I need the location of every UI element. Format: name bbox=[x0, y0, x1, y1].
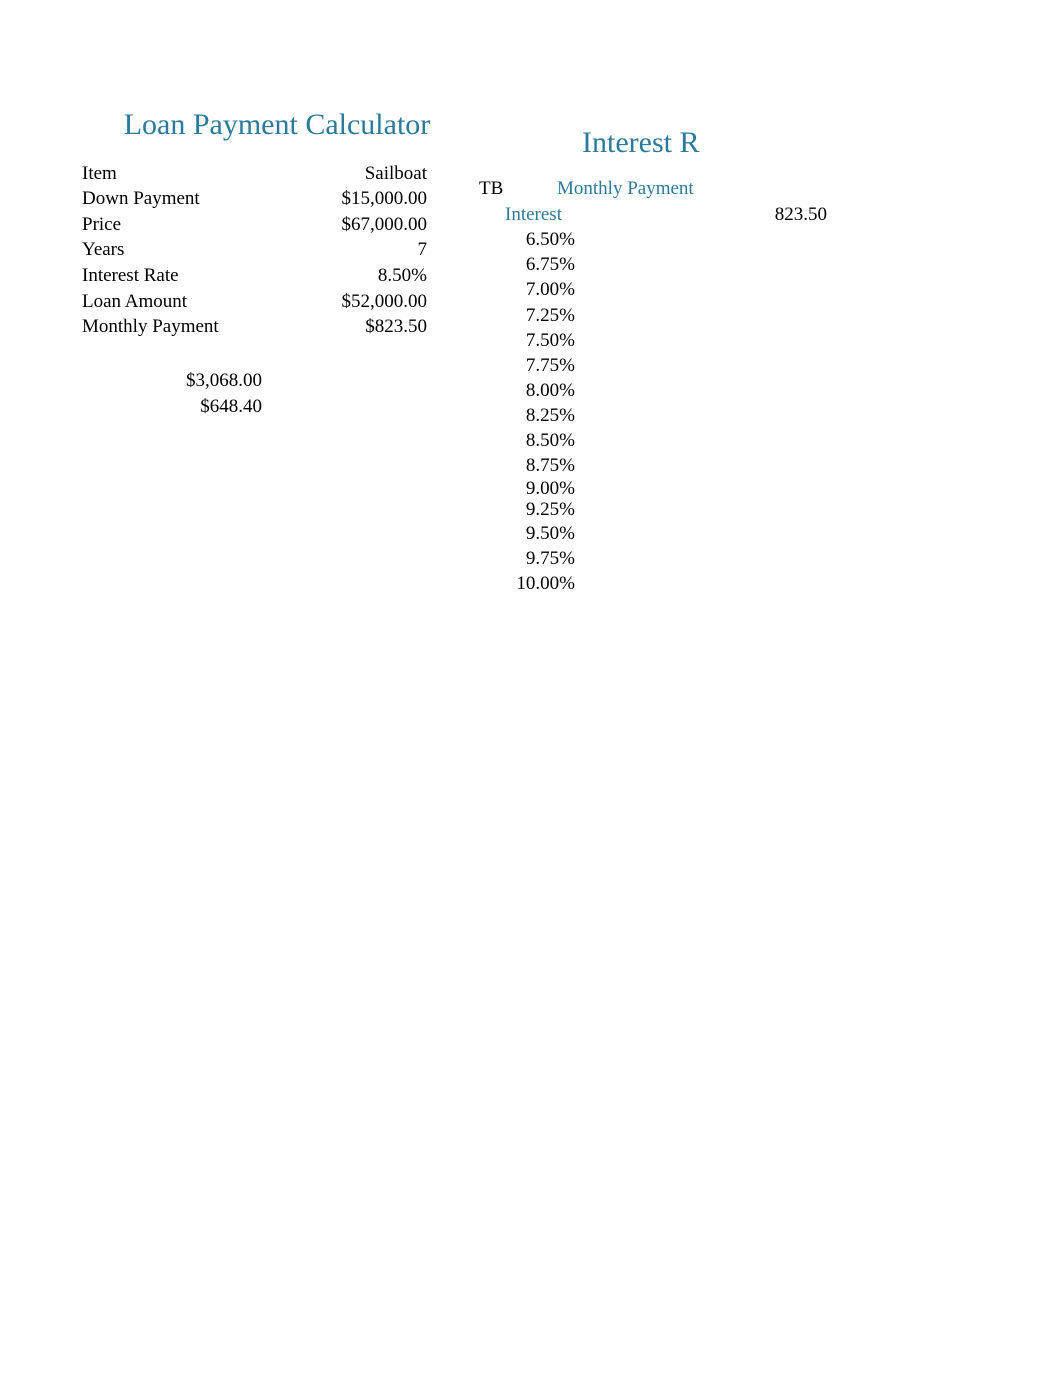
loan-calculator-section: Loan Payment Calculator Item Sailboat Do… bbox=[82, 108, 477, 419]
rate-item: 6.75% bbox=[477, 252, 617, 277]
loan-amount-label: Loan Amount bbox=[82, 289, 317, 315]
price-label: Price bbox=[82, 212, 317, 238]
rate-item: 7.25% bbox=[477, 303, 617, 328]
years-label: Years bbox=[82, 237, 317, 263]
interest-rate-title: Interest R bbox=[582, 126, 827, 160]
title-line1: Loan Payment Calculator bbox=[124, 108, 431, 141]
rate-item: 10.00% bbox=[477, 571, 617, 596]
table-row: Item Sailboat bbox=[82, 161, 477, 187]
interest-rate-section: Interest R TB Monthly Payment Interest 8… bbox=[477, 108, 827, 596]
item-label: Item bbox=[82, 161, 317, 187]
extra-values: $3,068.00 $648.40 bbox=[82, 368, 477, 419]
price-value: $67,000.00 bbox=[317, 212, 427, 238]
rate-item: 7.50% bbox=[477, 328, 617, 353]
interest-rate-label: Interest Rate bbox=[82, 263, 317, 289]
page-container: Loan Payment Calculator Item Sailboat Do… bbox=[0, 0, 1062, 596]
subheader-row: Interest 823.50 bbox=[477, 202, 827, 228]
rate-item: 9.00% bbox=[477, 478, 617, 499]
item-value: Sailboat bbox=[317, 161, 427, 187]
extra-value-1: $3,068.00 bbox=[82, 368, 262, 394]
loan-data-table: Item Sailboat Down Payment $15,000.00 Pr… bbox=[82, 161, 477, 340]
table-row: Interest Rate 8.50% bbox=[82, 263, 477, 289]
loan-amount-value: $52,000.00 bbox=[317, 289, 427, 315]
interest-rate-table: TB Monthly Payment Interest 823.50 6.50%… bbox=[477, 176, 827, 596]
monthly-payment-first-value: 823.50 bbox=[617, 202, 827, 228]
table-row: Price $67,000.00 bbox=[82, 212, 477, 238]
extra-value-2: $648.40 bbox=[82, 394, 262, 420]
table-row: Loan Amount $52,000.00 bbox=[82, 289, 477, 315]
rate-item: 6.50% bbox=[477, 227, 617, 252]
rate-item: 9.25% bbox=[477, 499, 617, 520]
rate-item: 8.25% bbox=[477, 403, 617, 428]
monthly-payment-value: $823.50 bbox=[317, 314, 427, 340]
rate-item: 7.75% bbox=[477, 353, 617, 378]
rate-item: 7.00% bbox=[477, 277, 617, 302]
header-row: TB Monthly Payment bbox=[477, 176, 827, 202]
tb-label: TB bbox=[477, 176, 557, 202]
rate-item: 8.75% bbox=[477, 453, 617, 478]
rate-item: 8.00% bbox=[477, 378, 617, 403]
loan-calculator-title: Loan Payment Calculator bbox=[102, 108, 452, 143]
monthly-payment-label: Monthly Payment bbox=[82, 314, 317, 340]
rate-item: 9.50% bbox=[477, 521, 617, 546]
interest-header: Interest bbox=[477, 202, 617, 228]
down-payment-value: $15,000.00 bbox=[317, 186, 427, 212]
down-payment-label: Down Payment bbox=[82, 186, 317, 212]
main-row: Loan Payment Calculator Item Sailboat Do… bbox=[82, 108, 1062, 596]
rate-list: 6.50% 6.75% 7.00% 7.25% 7.50% 7.75% 8.00… bbox=[477, 227, 827, 596]
rate-item: 8.50% bbox=[477, 428, 617, 453]
table-row: Down Payment $15,000.00 bbox=[82, 186, 477, 212]
rate-item: 9.75% bbox=[477, 546, 617, 571]
table-row: Monthly Payment $823.50 bbox=[82, 314, 477, 340]
table-row: Years 7 bbox=[82, 237, 477, 263]
interest-rate-value: 8.50% bbox=[317, 263, 427, 289]
years-value: 7 bbox=[317, 237, 427, 263]
monthly-payment-header: Monthly Payment bbox=[557, 176, 737, 202]
